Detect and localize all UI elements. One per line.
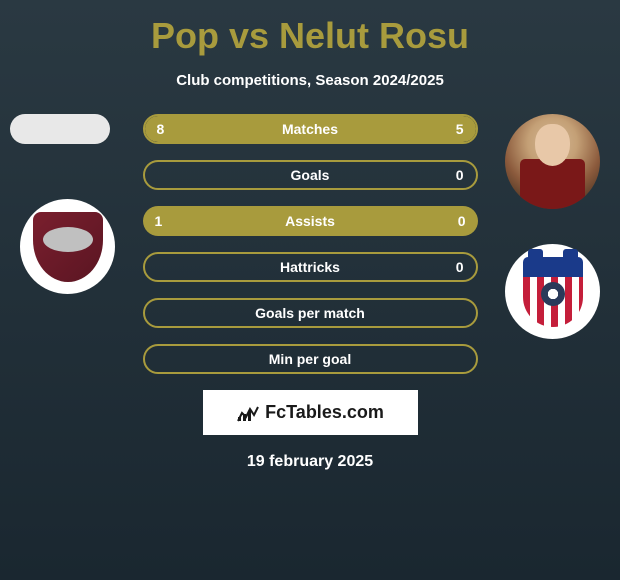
- stat-label: Goals per match: [255, 305, 365, 321]
- stat-value-right: 0: [456, 167, 464, 183]
- club-right-badge: [505, 244, 600, 339]
- stat-label: Assists: [285, 213, 335, 229]
- player-right-image: [505, 114, 600, 209]
- stat-row-min-per-goal: Min per goal: [143, 344, 478, 374]
- brand-text: FcTables.com: [265, 402, 384, 423]
- stat-label: Matches: [282, 121, 338, 137]
- fctables-logo-icon: [236, 403, 260, 423]
- stat-row-goals: Goals 0: [143, 160, 478, 190]
- player-right-avatar: [505, 114, 600, 209]
- comparison-title: Pop vs Nelut Rosu: [0, 0, 620, 57]
- stat-value-right: 0: [458, 213, 466, 229]
- branding-bar: FcTables.com: [203, 390, 418, 435]
- comparison-date: 19 february 2025: [0, 453, 620, 471]
- stat-label: Min per goal: [269, 351, 351, 367]
- stat-value-right: 0: [456, 259, 464, 275]
- stat-value-right: 5: [456, 121, 464, 137]
- player-left-avatar: [10, 114, 110, 144]
- rapid-crest-icon: [33, 212, 103, 282]
- stat-label: Hattricks: [280, 259, 340, 275]
- competition-subtitle: Club competitions, Season 2024/2025: [0, 72, 620, 89]
- stat-row-hattricks: Hattricks 0: [143, 252, 478, 282]
- stat-value-left: 8: [157, 121, 165, 137]
- comparison-content: 8 Matches 5 Goals 0 1 Assists 0 Hattrick…: [0, 114, 620, 471]
- stat-label: Goals: [291, 167, 330, 183]
- stat-row-matches: 8 Matches 5: [143, 114, 478, 144]
- stat-row-goals-per-match: Goals per match: [143, 298, 478, 328]
- stats-container: 8 Matches 5 Goals 0 1 Assists 0 Hattrick…: [143, 114, 478, 374]
- player-left-image: [10, 114, 110, 144]
- otelul-crest-icon: [523, 257, 583, 327]
- club-left-badge: [20, 199, 115, 294]
- stat-row-assists: 1 Assists 0: [143, 206, 478, 236]
- stat-value-left: 1: [155, 213, 163, 229]
